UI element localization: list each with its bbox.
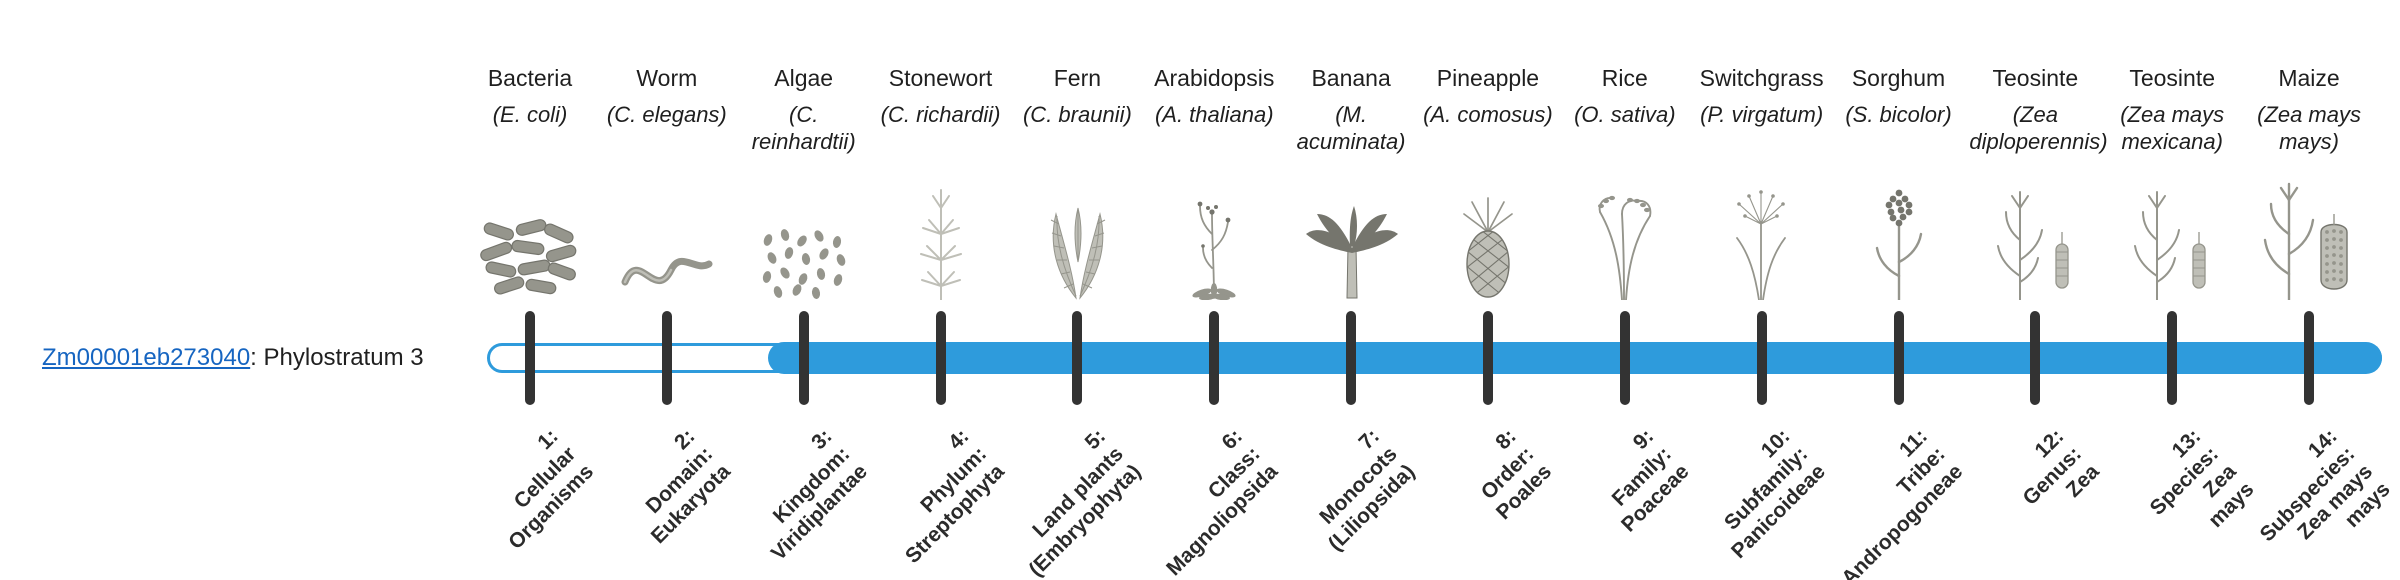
organism-scientific-name: (M. acuminata) bbox=[1296, 102, 1406, 154]
phylostratum-tick bbox=[1209, 311, 1220, 405]
sorghum-icon bbox=[1863, 184, 1935, 300]
gene-phylostratum-text: : Phylostratum 3 bbox=[250, 344, 424, 371]
organism-scientific-name: (P. virgatum) bbox=[1700, 102, 1824, 127]
stratum-label: 1: Cellular Organisms bbox=[468, 424, 599, 555]
organism-name: Algae bbox=[774, 65, 834, 91]
fern-icon bbox=[1030, 200, 1125, 300]
organism-name: Teosinte bbox=[1992, 65, 2079, 91]
organism-scientific-name: (A. thaliana) bbox=[1154, 102, 1274, 127]
worm-icon bbox=[621, 242, 713, 300]
bacteria-icon bbox=[478, 218, 583, 300]
organism-scientific-name: (Zea mays mays) bbox=[2257, 102, 2361, 154]
organism-scientific-name: (A. comosus) bbox=[1423, 102, 1553, 127]
stratum-label: 4: Phylum: Streptophyta bbox=[865, 424, 1010, 569]
phylostratum-tick bbox=[1072, 311, 1083, 405]
organism-name: Pineapple bbox=[1436, 65, 1540, 91]
phylostratum-tick bbox=[1482, 311, 1493, 405]
organism-name: Bacteria bbox=[487, 65, 573, 91]
teosinte-icon bbox=[1986, 188, 2084, 300]
organism-name: Maize bbox=[2278, 65, 2340, 91]
organism-scientific-name: (C. richardii) bbox=[880, 102, 1001, 127]
phylostratum-bar-fill bbox=[767, 342, 2382, 374]
stratum-label: 14: Subspecies: Zea mays mays bbox=[2238, 424, 2396, 580]
stratum-label: 13: Species: Zea mays bbox=[2127, 424, 2259, 556]
gene-link[interactable]: Zm00001eb273040 bbox=[42, 344, 251, 371]
organism-name: Banana bbox=[1311, 65, 1391, 91]
organism-scientific-name: (C. elegans) bbox=[606, 102, 727, 127]
stratum-label: 6: Class: Magnoliopsida bbox=[1126, 424, 1283, 580]
organism-scientific-name: (E. coli) bbox=[492, 102, 568, 127]
organism-name: Sorghum bbox=[1851, 65, 1946, 91]
organism-name: Rice bbox=[1601, 65, 1648, 91]
algae-icon bbox=[758, 228, 850, 300]
gene-label: Zm00001eb273040: Phylostratum 3 bbox=[42, 344, 424, 372]
organism-scientific-name: (O. sativa) bbox=[1574, 102, 1676, 127]
stratum-label: 7: Monocots (Liliopsida) bbox=[1288, 424, 1420, 556]
organism-name: Stonewort bbox=[888, 65, 993, 91]
organism-scientific-name: (C. reinhardtii) bbox=[751, 102, 856, 154]
organism-name: Fern bbox=[1053, 65, 1102, 91]
phylostratum-tick bbox=[935, 311, 946, 405]
stonewort-icon bbox=[906, 188, 976, 300]
phylostratum-tick bbox=[525, 311, 535, 405]
organism-name: Worm bbox=[636, 65, 698, 91]
stratum-label: 12: Genus: Zea bbox=[2000, 424, 2104, 528]
organism-name: Arabidopsis bbox=[1154, 65, 1275, 91]
phylostratum-tick bbox=[1346, 311, 1357, 405]
stratum-label: 3: Kingdom: Viridiplantae bbox=[731, 424, 873, 566]
stratum-label: 9: Family: Poaceae bbox=[1581, 424, 1694, 537]
stratum-label: 2: Domain: Eukaryota bbox=[611, 424, 736, 549]
phylostratum-tick bbox=[1619, 311, 1630, 405]
stratum-label: 5: Land plants (Embryophyta) bbox=[989, 424, 1147, 580]
phylostratum-tick bbox=[2030, 311, 2041, 405]
stratum-label: 11: Tribe: Andropogoneae bbox=[1801, 424, 1968, 580]
pineapple-icon bbox=[1457, 192, 1519, 300]
stratum-label: 8: Order: Poales bbox=[1456, 424, 1557, 525]
phylostratum-tick bbox=[1756, 311, 1767, 405]
banana-plant-icon bbox=[1304, 200, 1399, 300]
phylostratum-tick bbox=[2304, 311, 2315, 405]
arabidopsis-icon bbox=[1178, 188, 1250, 300]
organism-scientific-name: (Zea mays mexicana) bbox=[2120, 102, 2225, 154]
rice-icon bbox=[1582, 192, 1667, 300]
teosinte-icon bbox=[2123, 188, 2221, 300]
phylostratum-tick bbox=[2167, 311, 2178, 405]
organism-scientific-name: (C. braunii) bbox=[1022, 102, 1132, 127]
phylostratum-tick bbox=[798, 311, 809, 405]
organism-name: Teosinte bbox=[2129, 65, 2216, 91]
phylostratum-tick bbox=[661, 311, 672, 405]
switchgrass-icon bbox=[1719, 188, 1804, 300]
maize-icon bbox=[2259, 182, 2359, 300]
phylostratum-tick bbox=[1893, 311, 1904, 405]
organism-scientific-name: (S. bicolor) bbox=[1845, 102, 1952, 127]
organism-scientific-name: (Zea diploperennis) bbox=[1969, 102, 2108, 154]
organism-name: Switchgrass bbox=[1699, 65, 1824, 91]
